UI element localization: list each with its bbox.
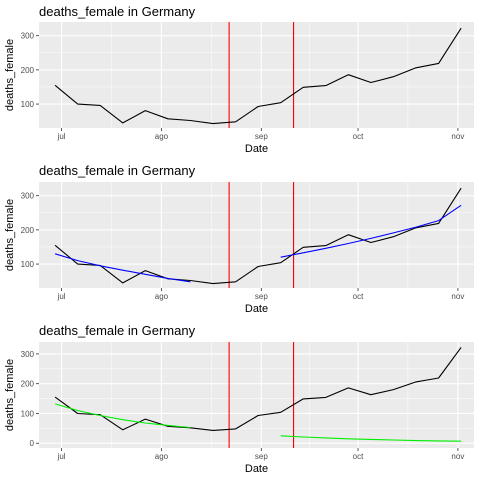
y-tick-label: 200 — [21, 380, 35, 389]
series-line-3 — [280, 435, 462, 442]
x-tick-label: ago — [155, 292, 169, 301]
x-tick-label: ago — [155, 132, 169, 141]
x-axis-label: Date — [245, 143, 268, 155]
y-tick-label: 200 — [21, 226, 35, 235]
x-tick-label: oct — [353, 452, 364, 461]
series-lines — [54, 27, 462, 125]
series-line-1 — [54, 347, 462, 431]
x-axis-label: Date — [245, 463, 268, 475]
plot-area — [39, 22, 474, 128]
chart-panel-2: deaths_female in Germany 100 200 300 jul ag… — [4, 163, 474, 315]
series-line-1 — [54, 187, 462, 285]
y-tick-label: 0 — [30, 439, 35, 448]
series-line-1 — [54, 27, 462, 125]
series-line-2 — [54, 253, 191, 283]
y-tick-label: 300 — [21, 192, 35, 201]
x-tick-label: ago — [155, 452, 169, 461]
x-tick-label: sep — [255, 292, 268, 301]
y-tick-label: 100 — [21, 409, 35, 418]
y-tick-label: 100 — [21, 100, 35, 109]
y-axis-label: deaths_female — [4, 359, 16, 431]
x-tick-label: nov — [451, 452, 464, 461]
x-tick-label: sep — [255, 452, 268, 461]
x-axis-label: Date — [245, 303, 268, 315]
series-lines — [54, 347, 462, 442]
y-axis-label: deaths_female — [4, 39, 16, 111]
y-axis-ticks: 0 100 200 300 — [21, 350, 39, 448]
y-axis-ticks: 100 200 300 — [21, 192, 39, 269]
y-tick-label: 300 — [21, 350, 35, 359]
x-axis-ticks: jul ago sep oct nov — [57, 448, 464, 461]
x-tick-label: jul — [57, 132, 66, 141]
vertical-reference-lines — [228, 22, 295, 128]
y-tick-label: 300 — [21, 32, 35, 41]
x-tick-label: jul — [57, 292, 66, 301]
grid-lines — [39, 22, 474, 128]
x-axis-ticks: jul ago sep oct nov — [57, 288, 464, 301]
y-tick-label: 200 — [21, 66, 35, 75]
y-tick-label: 100 — [21, 260, 35, 269]
series-line-3 — [280, 204, 462, 258]
x-tick-label: oct — [353, 292, 364, 301]
chart-title: deaths_female in Germany — [39, 323, 196, 338]
plot-area — [39, 342, 474, 448]
vertical-reference-lines — [228, 182, 295, 288]
x-tick-label: sep — [255, 132, 268, 141]
x-tick-label: jul — [57, 452, 66, 461]
chart-title: deaths_female in Germany — [39, 4, 196, 19]
series-line-2 — [54, 403, 191, 429]
x-tick-label: nov — [451, 292, 464, 301]
series-lines — [54, 187, 462, 285]
grid-lines — [39, 182, 474, 288]
grid-lines — [39, 342, 474, 448]
x-axis-ticks: jul ago sep oct nov — [57, 128, 464, 141]
y-axis-label: deaths_female — [4, 199, 16, 271]
x-tick-label: oct — [353, 132, 364, 141]
chart-title: deaths_female in Germany — [39, 163, 196, 178]
chart-panel-3: deaths_female in Germany 0 100 200 300 jul a… — [4, 323, 474, 475]
chart-panel-1: deaths_female in Germany 100 200 300 jul ag… — [4, 4, 474, 155]
x-tick-label: nov — [451, 132, 464, 141]
y-axis-ticks: 100 200 300 — [21, 32, 39, 109]
plot-area — [39, 182, 474, 288]
vertical-reference-lines — [228, 342, 295, 448]
